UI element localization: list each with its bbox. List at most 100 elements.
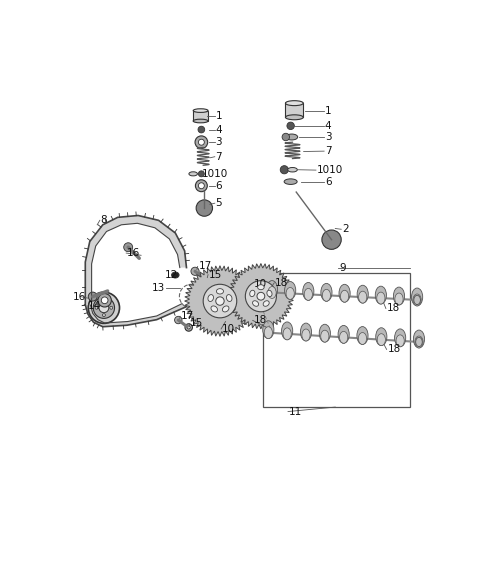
Polygon shape [228, 263, 294, 329]
Ellipse shape [227, 294, 232, 302]
Circle shape [287, 122, 294, 129]
Ellipse shape [258, 285, 264, 290]
Ellipse shape [396, 335, 404, 347]
Text: 4: 4 [325, 121, 332, 131]
Circle shape [282, 133, 289, 141]
Circle shape [280, 166, 288, 174]
Ellipse shape [321, 330, 329, 342]
Ellipse shape [359, 333, 367, 345]
Circle shape [245, 281, 276, 312]
Ellipse shape [323, 289, 331, 301]
Ellipse shape [282, 322, 293, 340]
Circle shape [322, 230, 341, 249]
Circle shape [216, 297, 224, 305]
Circle shape [198, 126, 204, 133]
Circle shape [175, 316, 182, 324]
Text: 14: 14 [88, 301, 101, 311]
Text: 7: 7 [325, 146, 332, 156]
Ellipse shape [416, 337, 422, 347]
Circle shape [196, 200, 213, 216]
Bar [193, 110, 208, 121]
Ellipse shape [375, 286, 386, 304]
Circle shape [198, 139, 204, 145]
Ellipse shape [222, 306, 229, 312]
Circle shape [191, 267, 199, 275]
Ellipse shape [339, 332, 348, 343]
Ellipse shape [263, 301, 269, 306]
Ellipse shape [395, 293, 403, 305]
Circle shape [198, 171, 204, 177]
Ellipse shape [250, 291, 255, 297]
Text: 9: 9 [339, 262, 346, 272]
Circle shape [88, 292, 97, 301]
Ellipse shape [359, 291, 367, 303]
Ellipse shape [284, 179, 297, 185]
Ellipse shape [338, 325, 349, 343]
Ellipse shape [216, 289, 224, 294]
Ellipse shape [357, 327, 368, 345]
Circle shape [102, 314, 106, 316]
Circle shape [124, 243, 132, 252]
Ellipse shape [172, 272, 179, 278]
Text: 18: 18 [253, 315, 267, 325]
Ellipse shape [286, 134, 298, 140]
Text: 1010: 1010 [317, 165, 343, 175]
Circle shape [203, 276, 210, 283]
Text: 18: 18 [275, 278, 288, 288]
Ellipse shape [268, 287, 276, 298]
Text: 8: 8 [100, 215, 107, 225]
Text: 17: 17 [181, 311, 194, 321]
Circle shape [203, 284, 237, 318]
Ellipse shape [211, 306, 217, 312]
Ellipse shape [286, 101, 303, 106]
Ellipse shape [264, 327, 273, 338]
Ellipse shape [340, 291, 348, 302]
Text: 3: 3 [216, 137, 222, 147]
Circle shape [110, 306, 113, 309]
Polygon shape [85, 216, 186, 305]
Ellipse shape [413, 330, 424, 348]
Circle shape [101, 297, 108, 303]
Text: 12: 12 [165, 270, 178, 280]
Ellipse shape [303, 283, 314, 300]
Circle shape [98, 294, 111, 307]
Ellipse shape [395, 329, 406, 347]
Circle shape [198, 183, 204, 189]
Ellipse shape [377, 334, 385, 346]
Bar [263, 273, 409, 407]
Ellipse shape [266, 280, 277, 298]
Text: 10: 10 [253, 279, 266, 289]
Text: 17: 17 [198, 261, 212, 271]
Text: 2: 2 [342, 224, 348, 234]
Ellipse shape [319, 324, 330, 342]
Text: 7: 7 [216, 151, 222, 162]
Text: 16: 16 [127, 248, 140, 258]
Text: 4: 4 [216, 124, 222, 135]
Ellipse shape [286, 115, 303, 120]
Text: 6: 6 [325, 177, 332, 187]
Circle shape [185, 324, 192, 331]
Ellipse shape [267, 291, 272, 297]
Ellipse shape [376, 328, 387, 346]
Circle shape [99, 303, 109, 312]
Ellipse shape [414, 295, 420, 305]
Ellipse shape [394, 287, 405, 305]
Text: 3: 3 [325, 132, 332, 142]
Ellipse shape [208, 294, 214, 302]
Ellipse shape [304, 288, 312, 300]
Circle shape [93, 297, 115, 319]
Text: 15: 15 [190, 318, 203, 328]
Text: 1010: 1010 [202, 169, 228, 179]
Ellipse shape [263, 321, 274, 338]
Text: 6: 6 [216, 181, 222, 191]
Ellipse shape [286, 288, 294, 300]
Ellipse shape [252, 301, 259, 306]
Ellipse shape [193, 109, 208, 113]
Text: 15: 15 [209, 270, 222, 280]
Ellipse shape [413, 294, 421, 306]
Ellipse shape [339, 284, 350, 302]
Polygon shape [85, 303, 186, 327]
Text: 16: 16 [73, 292, 86, 302]
Circle shape [195, 180, 207, 191]
Ellipse shape [285, 282, 296, 300]
